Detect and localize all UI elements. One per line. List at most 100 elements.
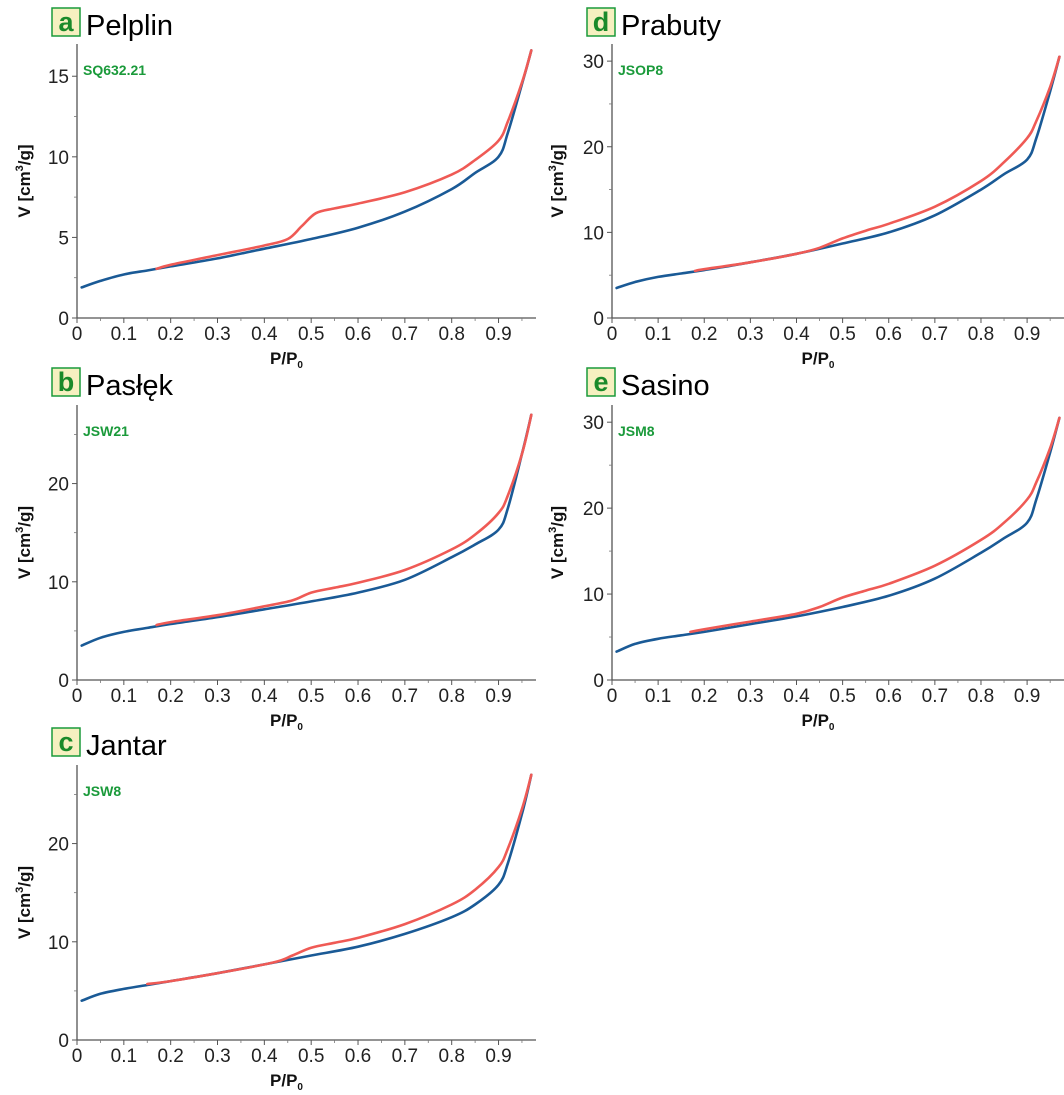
x-tick-label: 0.8 xyxy=(438,1046,464,1067)
desorption-curve xyxy=(146,773,533,986)
x-tick-label: 0.6 xyxy=(876,686,902,707)
y-axis-label: V [cm3/g] xyxy=(547,506,567,579)
x-tick-label: 0 xyxy=(607,686,618,707)
x-tick-label: 0.3 xyxy=(204,324,230,345)
x-tick-label: 0.5 xyxy=(298,1046,324,1067)
desorption-curve xyxy=(689,416,1061,634)
x-tick-label: 0.4 xyxy=(783,686,810,707)
y-tick-label: 30 xyxy=(583,52,604,73)
x-tick-label: 0.9 xyxy=(485,1046,511,1067)
x-axis-label: P/P0 xyxy=(270,1071,303,1093)
y-tick-label: 0 xyxy=(58,671,69,692)
y-tick-label: 20 xyxy=(48,475,69,496)
x-tick-label: 0.7 xyxy=(392,1046,418,1067)
y-tick-label: 10 xyxy=(48,148,69,169)
x-tick-label: 0.8 xyxy=(968,324,994,345)
x-tick-label: 0.7 xyxy=(392,686,418,707)
x-tick-label: 0.7 xyxy=(922,324,948,345)
x-tick-label: 0.1 xyxy=(111,1046,137,1067)
panel-title: Jantar xyxy=(86,730,167,762)
adsorption-curve xyxy=(80,413,533,647)
y-axis-label: V [cm3/g] xyxy=(14,866,34,939)
adsorption-curve xyxy=(80,49,533,289)
x-tick-label: 0.6 xyxy=(345,324,371,345)
x-tick-label: 0.9 xyxy=(485,686,511,707)
panel-badge xyxy=(586,7,616,37)
panel-title: Sasino xyxy=(621,370,710,402)
x-tick-label: 0.4 xyxy=(251,686,278,707)
panel-badge xyxy=(51,727,81,757)
x-tick-label: 0.6 xyxy=(345,1046,371,1067)
y-axis-label: V [cm3/g] xyxy=(547,144,567,217)
x-tick-label: 0.4 xyxy=(251,1046,278,1067)
x-axis-label: P/P0 xyxy=(802,349,835,371)
y-tick-label: 0 xyxy=(593,309,604,330)
panel-a: a Pelplin SQ632.21 0 0.1 0.2 0.3 0.4 0.5 0.6 0.7 0.… xyxy=(14,7,536,371)
y-tick-label: 0 xyxy=(58,309,69,330)
adsorption-curve xyxy=(80,773,533,1002)
y-axis-label: V [cm3/g] xyxy=(14,144,34,217)
y-tick-label: 20 xyxy=(583,499,604,520)
x-tick-label: 0 xyxy=(607,324,618,345)
panel-b: b Pasłęk JSW21 0 0.1 0.2 0.3 0.4 0.5 0.6 0.7 0.8 0.9… xyxy=(14,367,536,733)
x-tick-label: 0.1 xyxy=(111,686,137,707)
x-tick-label: 0.8 xyxy=(968,686,994,707)
x-tick-label: 0.4 xyxy=(251,324,278,345)
y-tick-label: 20 xyxy=(48,835,69,856)
x-axis-label: P/P0 xyxy=(270,349,303,371)
sample-label: SQ632.21 xyxy=(83,62,146,78)
adsorption-curve xyxy=(615,55,1061,290)
x-tick-label: 0.2 xyxy=(157,686,183,707)
x-tick-label: 0.2 xyxy=(691,324,717,345)
panel-letter: a xyxy=(58,7,74,37)
x-tick-label: 0.5 xyxy=(829,686,855,707)
panel-title: Pelplin xyxy=(86,10,173,42)
x-tick-label: 0.9 xyxy=(1014,324,1040,345)
y-tick-label: 0 xyxy=(593,671,604,692)
x-tick-label: 0 xyxy=(72,1046,83,1067)
y-tick-label: 15 xyxy=(48,67,69,88)
sample-label: JSW8 xyxy=(83,783,121,799)
x-tick-label: 0.2 xyxy=(157,1046,183,1067)
panel-badge xyxy=(586,367,616,397)
x-tick-label: 0.2 xyxy=(691,686,717,707)
panel-badge xyxy=(51,7,81,37)
panel-title: Prabuty xyxy=(621,10,721,42)
x-tick-label: 0.3 xyxy=(737,686,763,707)
adsorption-curve xyxy=(615,416,1061,653)
y-tick-label: 30 xyxy=(583,413,604,434)
sample-label: JSW21 xyxy=(83,423,129,439)
y-tick-label: 10 xyxy=(583,585,604,606)
panel-letter: b xyxy=(58,367,75,397)
x-tick-label: 0.5 xyxy=(829,324,855,345)
x-tick-label: 0.4 xyxy=(783,324,810,345)
y-tick-label: 5 xyxy=(58,228,69,249)
x-tick-label: 0.3 xyxy=(737,324,763,345)
panel-letter: c xyxy=(58,727,73,757)
x-tick-label: 0.1 xyxy=(645,324,671,345)
y-axis-label: V [cm3/g] xyxy=(14,506,34,579)
x-tick-label: 0.7 xyxy=(922,686,948,707)
x-tick-label: 0.5 xyxy=(298,324,324,345)
x-tick-label: 0.5 xyxy=(298,686,324,707)
panel-letter: d xyxy=(593,7,610,37)
panel-badge xyxy=(51,367,81,397)
desorption-curve xyxy=(693,55,1061,273)
x-tick-label: 0.1 xyxy=(111,324,137,345)
x-tick-label: 0.8 xyxy=(438,324,464,345)
x-axis-label: P/P0 xyxy=(802,711,835,733)
x-tick-label: 0.1 xyxy=(645,686,671,707)
panel-d: d Prabuty JSOP8 0 0.1 0.2 0.3 0.4 0.5 0.6 0.7 0.8 0.… xyxy=(547,7,1064,371)
sample-label: JSM8 xyxy=(618,423,655,439)
x-tick-label: 0.3 xyxy=(204,1046,230,1067)
x-axis-label: P/P0 xyxy=(270,711,303,733)
x-tick-label: 0.6 xyxy=(876,324,902,345)
y-tick-label: 10 xyxy=(48,573,69,594)
desorption-curve xyxy=(155,49,533,271)
x-tick-label: 0 xyxy=(72,686,83,707)
y-tick-label: 10 xyxy=(583,223,604,244)
x-tick-label: 0.2 xyxy=(157,324,183,345)
x-tick-label: 0.6 xyxy=(345,686,371,707)
x-tick-label: 0.8 xyxy=(438,686,464,707)
